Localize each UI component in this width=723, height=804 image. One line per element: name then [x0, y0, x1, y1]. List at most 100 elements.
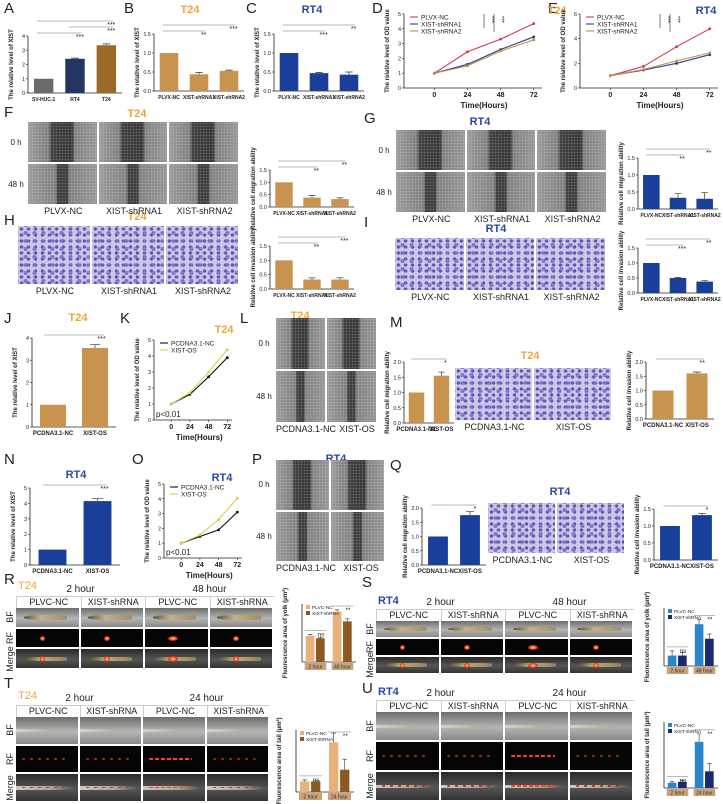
legend-swatch — [668, 729, 672, 733]
bar — [669, 197, 687, 209]
category-label: XIST-shRNA1 — [303, 95, 335, 101]
category-label: XIST-shRNA2 — [689, 213, 721, 219]
data-point — [235, 496, 239, 500]
image-row: Merge — [364, 772, 634, 800]
y-tick-label: 2 — [148, 386, 151, 392]
column-header: XIST-shRNA — [206, 706, 271, 717]
column-label: XIST-shRNA2 — [174, 286, 232, 296]
panel-label-c: C — [246, 0, 257, 17]
y-axis-label: The relative level of OD value — [385, 9, 391, 93]
chart-k: 0 1 2 3 4 5 The relative level of OD value 0 24 4… — [135, 338, 232, 442]
y-tick-label: 0.5 — [627, 190, 635, 196]
y-tick-label: 1.5 — [411, 520, 419, 526]
image-row: Merge — [4, 774, 270, 802]
y-tick-label: 1 — [22, 77, 25, 83]
row-label-text: 48 h — [256, 531, 272, 541]
category-label: PCDNA3.1-NC — [32, 569, 73, 575]
micrograph — [396, 172, 465, 212]
group-label: 2 hour — [303, 795, 318, 801]
micrograph — [455, 368, 532, 420]
significance-label: ** — [314, 168, 320, 175]
zebrafish — [448, 627, 492, 631]
micrograph — [505, 712, 568, 740]
fluorescent-cells — [593, 645, 599, 650]
legend-swatch — [300, 731, 304, 735]
micrograph — [569, 772, 632, 800]
y-tick-label: 3 — [148, 370, 151, 376]
row-label: Merge — [4, 646, 16, 672]
bar — [643, 175, 660, 209]
micrograph — [395, 238, 464, 290]
micrograph — [534, 368, 611, 420]
row-label: RF — [4, 629, 16, 648]
image-row: 0 h — [372, 130, 608, 170]
category-label: XIST-shRNA1 — [296, 293, 328, 299]
title-d: T24 — [547, 5, 567, 17]
group-label-box — [298, 793, 323, 800]
group-label-box — [304, 663, 327, 670]
significance-label: *** — [340, 238, 348, 245]
error-bar — [91, 497, 104, 502]
micrograph — [16, 608, 79, 627]
micrograph — [143, 745, 205, 773]
data-point — [466, 50, 469, 54]
micrograph — [505, 742, 568, 770]
data-point — [675, 45, 678, 49]
significance-label: *** — [97, 336, 105, 343]
bar — [692, 515, 712, 560]
error-bar — [225, 69, 233, 71]
error-bar — [307, 634, 313, 636]
micrograph — [440, 712, 503, 740]
y-tick-label: 0 — [574, 86, 577, 92]
y-tick-label: 0.5 — [263, 70, 271, 76]
image-row: Merge — [4, 646, 274, 672]
group-label-box — [693, 667, 716, 674]
category-label: XIST-shRNA2 — [689, 297, 721, 303]
title-k: T24 — [214, 324, 234, 336]
row-label: 0 h — [372, 130, 396, 170]
y-tick-label: 5 — [398, 12, 401, 18]
category-label: SV-HUC-1 — [32, 97, 56, 103]
error-bar — [302, 779, 308, 782]
wound-healing-images-l: 0 h 48 h PCDNA3.1-NC XIST-OS — [252, 318, 378, 436]
y-tick-label: 1.0 — [259, 180, 267, 186]
category-label: PCDNA3.1-NC — [643, 423, 684, 429]
title-c: RT4 — [301, 4, 323, 16]
row-label-text: 0 h — [378, 145, 390, 155]
y-axis-label: Relative cell migration ability — [403, 494, 409, 577]
micrograph — [169, 164, 239, 204]
zebrafish — [512, 627, 557, 631]
group-label: 2 hour — [670, 669, 685, 675]
y-tick-label: 1 — [26, 403, 29, 409]
panel-label-i: I — [364, 214, 369, 231]
bar — [433, 375, 450, 423]
bar — [667, 782, 677, 788]
time-group-label: 24 hour — [189, 693, 224, 704]
series-line — [610, 52, 710, 77]
category-label: PLVX-NC — [641, 297, 663, 303]
micrograph — [209, 628, 272, 648]
column-label: XIST-OS — [555, 422, 592, 432]
legend-swatch — [300, 737, 304, 741]
column-label: XIST-OS — [343, 563, 379, 573]
y-axis-label: Relative cell invasion ability — [627, 350, 633, 430]
legend-label: PLVC-NC — [674, 609, 695, 615]
micrograph — [276, 511, 329, 561]
y-tick-label: 2.0 — [635, 360, 643, 366]
group-label: 2 hour — [308, 665, 323, 671]
fluorescent-cells — [149, 787, 193, 789]
title-g: RT4 — [469, 116, 491, 128]
fluorescent-cells — [464, 663, 470, 668]
row-label: 0 h — [252, 318, 276, 369]
legend-label: XIST-OS — [171, 348, 197, 355]
micrograph — [440, 772, 503, 800]
image-row: BF — [4, 608, 274, 627]
data-point — [708, 51, 712, 55]
category-label: XIST-shRNA2 — [333, 95, 365, 101]
micrograph — [143, 774, 205, 802]
y-tick-label: 4 — [574, 37, 577, 43]
title-r: T24 — [18, 580, 37, 592]
category-label: XIST-OS — [690, 564, 714, 570]
legend-label: PCDNA3.1-NC — [171, 341, 215, 348]
